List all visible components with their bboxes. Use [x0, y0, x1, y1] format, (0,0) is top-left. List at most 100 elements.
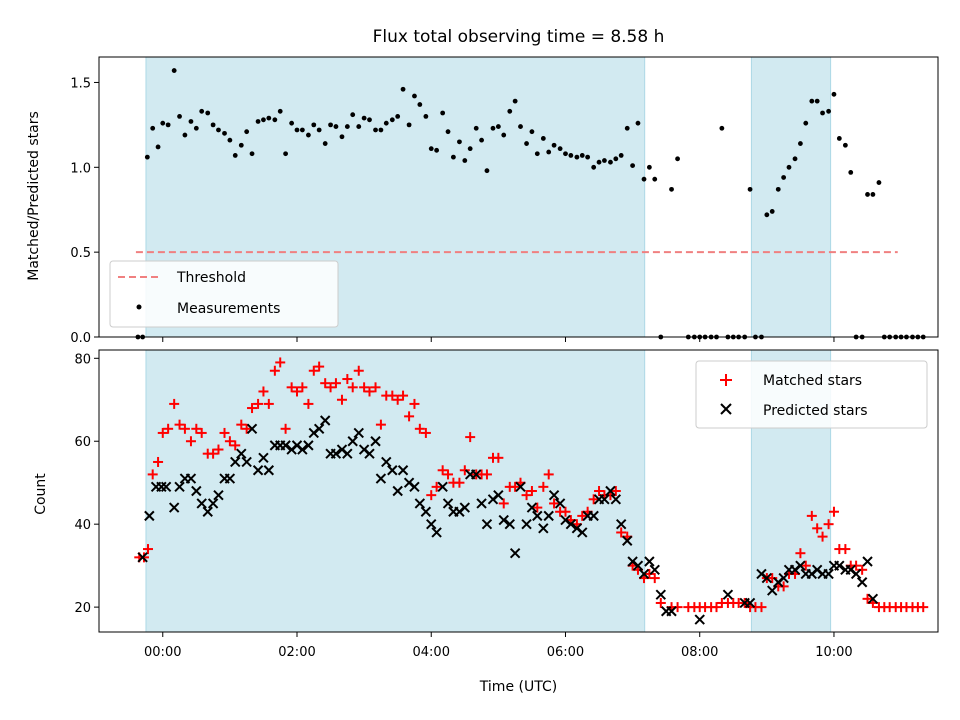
predicted-star-point — [263, 465, 275, 476]
measurement-point — [769, 209, 775, 214]
measurement-point — [596, 159, 602, 165]
matched-legend-swatch — [720, 374, 732, 386]
measurement-point — [289, 120, 295, 126]
matched-star-point — [314, 361, 325, 372]
predicted-star-point — [330, 448, 342, 459]
measurement-point — [177, 113, 182, 119]
matched-star-point — [812, 523, 823, 534]
matched-star-point — [481, 469, 492, 480]
predicted-star-point — [655, 589, 667, 600]
measurements-legend-label: Measurements — [177, 301, 280, 317]
measurement-point — [495, 124, 501, 129]
matched-star-point — [532, 502, 543, 513]
measurement-point — [400, 86, 406, 92]
chart-title: Flux total observing time = 8.58 h — [373, 27, 665, 47]
predicted-star-point — [426, 518, 437, 530]
predicted-star-point — [694, 614, 705, 625]
bottom-y-tick-label: 60 — [74, 435, 91, 450]
predicted-star-point — [364, 448, 375, 459]
predicted-star-point — [476, 498, 487, 509]
matched-star-point — [179, 423, 190, 434]
matched-star-point — [616, 527, 627, 538]
matched-star-point — [320, 378, 331, 389]
matched-star-point — [297, 382, 308, 393]
measurement-point — [775, 186, 781, 192]
predicted-star-point — [532, 510, 543, 522]
measurement-point — [747, 186, 753, 192]
predicted-star-point — [862, 556, 873, 567]
measurement-point — [462, 158, 468, 163]
predicted-star-point — [850, 568, 862, 580]
matched-star-point — [610, 486, 621, 496]
matched-star-point — [800, 560, 811, 571]
measurement-point — [216, 127, 221, 133]
matched-star-point — [521, 490, 532, 501]
measurement-point — [870, 192, 876, 197]
matched-star-point — [840, 544, 851, 555]
matched-star-point — [806, 510, 817, 521]
predicted-star-point — [481, 518, 493, 530]
matched-star-point — [543, 469, 554, 480]
measurement-point — [238, 142, 244, 148]
predicted-star-point — [213, 489, 224, 501]
matched-star-point — [142, 544, 153, 555]
measurement-point — [261, 117, 266, 123]
predicted-star-point — [588, 510, 599, 522]
predicted-star-point — [258, 452, 269, 464]
measurement-point — [524, 141, 529, 146]
predicted-legend-label: Predicted stars — [763, 403, 868, 419]
measurement-point — [311, 122, 317, 128]
predicted-star-point — [370, 436, 381, 447]
predicted-star-point — [867, 593, 879, 605]
measurement-point — [473, 125, 479, 131]
matched-star-point — [756, 602, 767, 613]
matched-star-point — [454, 477, 465, 488]
predicted-star-point — [168, 502, 180, 513]
measurement-point — [786, 164, 792, 170]
top-y-ticks: 0.0 0.5 1.0 1.5 — [70, 76, 99, 346]
predicted-star-point — [437, 481, 448, 493]
measurement-point — [848, 169, 854, 175]
measurement-point — [383, 120, 389, 126]
measurement-point — [339, 134, 345, 140]
predicted-legend-swatch — [720, 403, 732, 415]
measurement-point — [798, 141, 803, 146]
measurement-point — [490, 125, 496, 131]
bottom-axes-frame — [98, 349, 939, 633]
measurement-point — [518, 124, 523, 129]
predicted-star-point — [767, 585, 778, 596]
predicted-star-point — [471, 469, 482, 480]
matched-star-point — [292, 386, 303, 397]
predicted-star-point — [313, 423, 325, 435]
top-legend: Threshold Measurements — [109, 260, 339, 328]
predicted-star-point — [761, 572, 773, 584]
predicted-star-point — [202, 506, 213, 517]
measurement-point — [412, 93, 417, 99]
measurement-point — [635, 120, 641, 126]
matched-star-point — [147, 469, 158, 480]
matched-star-point — [336, 394, 347, 405]
matched-star-point — [359, 382, 370, 393]
predicted-star-point — [207, 498, 219, 509]
predicted-star-point — [795, 560, 806, 571]
top-axes-frame — [98, 56, 939, 338]
predicted-star-point — [160, 481, 172, 493]
measurement-point — [227, 137, 233, 143]
matched-star-point — [588, 494, 599, 505]
matched-star-point — [191, 423, 202, 434]
measurement-point — [585, 154, 591, 160]
measurement-point — [155, 144, 161, 150]
matched-star-point — [414, 423, 425, 434]
matched-legend-label: Matched stars — [763, 373, 862, 389]
measurement-point — [182, 132, 188, 138]
matched-star-point — [375, 419, 386, 430]
measurement-point — [423, 113, 429, 119]
matched-star-point — [655, 597, 666, 608]
measurement-point — [792, 156, 798, 162]
matched-star-point — [767, 573, 778, 584]
matched-star-point — [649, 573, 660, 584]
measurement-point — [344, 124, 350, 129]
predicted-star-points — [137, 415, 879, 625]
measurement-point — [193, 125, 199, 131]
matched-star-point — [219, 427, 230, 438]
